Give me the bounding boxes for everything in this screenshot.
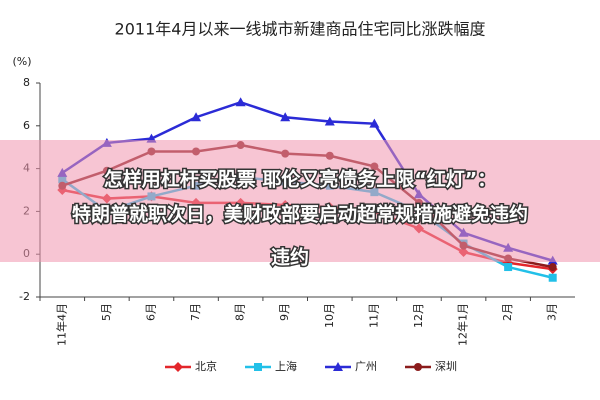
point	[548, 273, 557, 282]
x-tick-label: 11年4月	[54, 303, 68, 346]
legend-label: 上海	[275, 359, 297, 373]
overlay-band	[0, 140, 600, 262]
legend-label: 北京	[195, 359, 217, 373]
x-tick-label: 6月	[144, 303, 157, 321]
x-tick-label: 8月	[234, 303, 247, 321]
point	[191, 112, 202, 122]
x-tick-label: 10月	[323, 303, 336, 328]
x-tick-label: 9月	[278, 303, 291, 321]
point	[548, 263, 557, 272]
overlay-text: 违约	[271, 246, 309, 269]
legend-label: 深圳	[435, 360, 457, 373]
legend-marker	[333, 362, 343, 371]
x-tick-label: 2月	[501, 303, 514, 321]
point	[280, 112, 291, 122]
legend-marker	[414, 363, 422, 371]
point	[324, 116, 335, 126]
point	[504, 263, 513, 272]
y-tick-label: 8	[23, 76, 30, 89]
x-tick-label: 7月	[189, 303, 202, 321]
chart-title: 2011年4月以来一线城市新建商品住宅同比涨跌幅度	[115, 20, 486, 39]
x-tick-label: 3月	[546, 303, 559, 321]
overlay-text: 特朗普就职次日，美财政部要启动超常规措施避免违约	[72, 203, 528, 226]
x-tick-label: 5月	[100, 303, 113, 321]
point	[369, 118, 380, 128]
overlay-text: 怎样用杠杆买股票 耶伦又亮债务上限“红灯”：	[104, 168, 497, 191]
y-tick-label: 6	[23, 119, 30, 132]
legend-marker	[254, 363, 262, 371]
legend-marker	[173, 362, 183, 372]
x-tick-label: 12年1月	[456, 303, 470, 346]
x-tick-label: 11月	[367, 303, 380, 328]
y-tick-label: -2	[19, 290, 30, 303]
point	[235, 97, 246, 107]
y-axis-label: (%)	[12, 55, 31, 68]
legend-label: 广州	[355, 360, 377, 373]
x-tick-label: 12月	[412, 303, 425, 328]
